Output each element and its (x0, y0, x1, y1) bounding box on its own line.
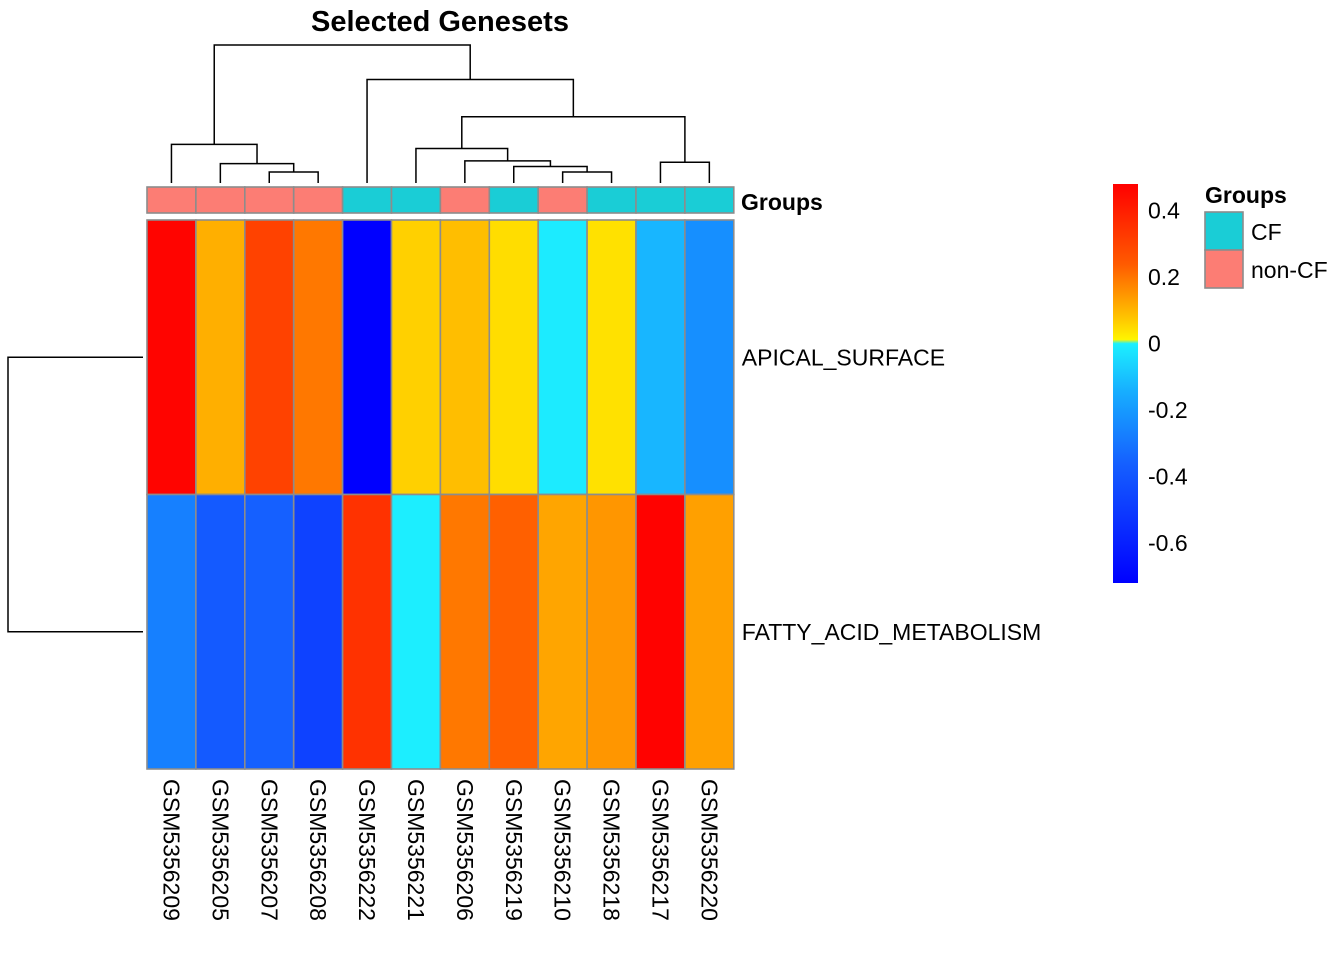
heatmap-cell (537, 493, 588, 770)
column-dendrogram (170, 44, 711, 183)
annotation-label: Groups (741, 189, 823, 215)
column-label: GSM5356207 (256, 779, 282, 921)
column-label: GSM5356209 (158, 779, 184, 921)
row-label: FATTY_ACID_METABOLISM (742, 619, 1041, 645)
legend-items: CF non-CF (1204, 211, 1328, 289)
annotation-cell (488, 186, 539, 214)
heatmap-cell (292, 493, 344, 770)
column-label: GSM5356222 (354, 779, 380, 921)
heatmap-cell (146, 493, 197, 770)
dendrogram-branch (461, 116, 686, 163)
annotation-cell (537, 186, 588, 214)
annotation-cell (244, 186, 295, 214)
annotation-cell (195, 186, 246, 214)
groups-legend: Groups CF non-CF (1204, 182, 1328, 289)
colorbar: 0.4 0.2 0 -0.2 -0.4 -0.6 (1113, 184, 1188, 583)
row-dendrogram (7, 356, 143, 633)
annotation-cell (341, 186, 393, 214)
dendrogram-branch (415, 147, 509, 183)
colorbar-tick-label: -0.2 (1148, 397, 1188, 423)
heatmap-cell (390, 493, 442, 770)
column-label: GSM5356218 (599, 779, 625, 921)
dendrogram-branch (366, 78, 575, 183)
dendrogram-branch (561, 171, 613, 183)
heatmap-cell (390, 219, 442, 496)
heatmap-cell (292, 219, 344, 496)
colorbar-tick-label: -0.4 (1148, 464, 1188, 490)
row-labels: APICAL_SURFACE FATTY_ACID_METABOLISM (742, 344, 1041, 645)
column-label: GSM5356217 (647, 779, 673, 921)
column-label: GSM5356220 (696, 779, 722, 921)
heatmap-cells (146, 219, 735, 770)
dendrogram-branch (464, 160, 552, 183)
dendrogram-branch (513, 165, 588, 183)
group-annotation-bar (146, 186, 735, 214)
column-label: GSM5356221 (403, 779, 429, 921)
colorbar-gradient (1113, 184, 1138, 583)
heatmap-cell (635, 493, 686, 770)
colorbar-ticks: 0.4 0.2 0 -0.2 -0.4 -0.6 (1148, 198, 1188, 556)
heatmap-cell (244, 219, 295, 496)
legend-swatch (1204, 249, 1244, 289)
heatmap-cell (488, 219, 539, 496)
heatmap-cell (537, 219, 588, 496)
column-label: GSM5356206 (452, 779, 478, 921)
heatmap-cell (195, 493, 246, 770)
heatmap-cell (341, 219, 393, 496)
dendrogram-branch (268, 171, 319, 183)
heatmap-cell (195, 219, 246, 496)
column-label: GSM5356210 (550, 779, 576, 921)
legend-label: non-CF (1251, 257, 1328, 283)
column-label: GSM5356219 (501, 779, 527, 921)
colorbar-tick-label: 0.2 (1148, 264, 1180, 290)
heatmap-cell (439, 219, 491, 496)
heatmap-cell (341, 493, 393, 770)
dendrogram-branch (659, 161, 711, 183)
annotation-cell (635, 186, 686, 214)
dendrogram-branch (219, 162, 295, 183)
annotation-cell (586, 186, 637, 214)
column-label: GSM5356205 (207, 779, 233, 921)
colorbar-tick-label: 0 (1148, 331, 1161, 357)
column-label: GSM5356208 (305, 779, 331, 921)
heatmap-cell (684, 219, 735, 496)
annotation-cell (439, 186, 491, 214)
heatmap-cell (635, 219, 686, 496)
heatmap-cell (684, 493, 735, 770)
colorbar-tick-label: -0.6 (1148, 530, 1188, 556)
heatmap-cell (244, 493, 295, 770)
legend-swatch (1204, 211, 1244, 251)
chart-title: Selected Genesets (311, 6, 569, 38)
heatmap-cell (586, 493, 637, 770)
heatmap-cell (439, 493, 491, 770)
heatmap-cell (146, 219, 197, 496)
colorbar-tick-label: 0.4 (1148, 198, 1180, 224)
annotation-cell (292, 186, 344, 214)
dendrogram-branch (213, 44, 471, 145)
annotation-cell (684, 186, 735, 214)
legend-label: CF (1251, 219, 1282, 245)
dendrogram-branch (7, 356, 143, 633)
legend-title: Groups (1205, 182, 1287, 208)
heatmap-cell (586, 219, 637, 496)
heatmap-cell (488, 493, 539, 770)
row-label: APICAL_SURFACE (742, 344, 945, 370)
column-labels: GSM5356209 GSM5356205 GSM5356207 GSM5356208… (158, 779, 722, 921)
annotation-cell (390, 186, 442, 214)
annotation-cell (146, 186, 197, 214)
